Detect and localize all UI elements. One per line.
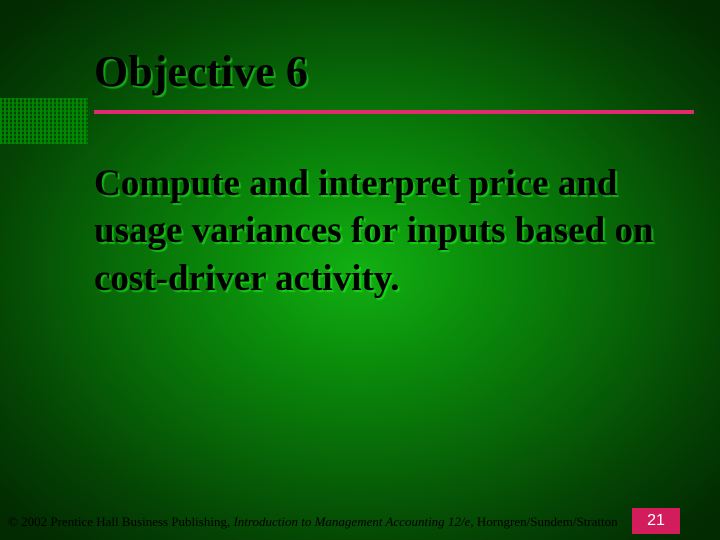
slide-body-text: Compute and interpret price and usage va… — [94, 160, 684, 302]
footer-authors: Horngren/Sundem/Stratton — [474, 514, 618, 529]
footer-book-title: Introduction to Management Accounting 12… — [233, 514, 473, 529]
footer-publisher: © 2002 Prentice Hall Business Publishing… — [8, 514, 233, 529]
slide-title: Objective 6 — [94, 46, 308, 97]
title-underline-rule — [94, 110, 694, 114]
slide: Objective 6 Compute and interpret price … — [0, 0, 720, 540]
slide-footer: © 2002 Prentice Hall Business Publishing… — [8, 514, 618, 530]
decorative-texture-block — [0, 98, 88, 144]
page-number-badge: 21 — [632, 508, 680, 534]
page-number: 21 — [647, 512, 665, 530]
